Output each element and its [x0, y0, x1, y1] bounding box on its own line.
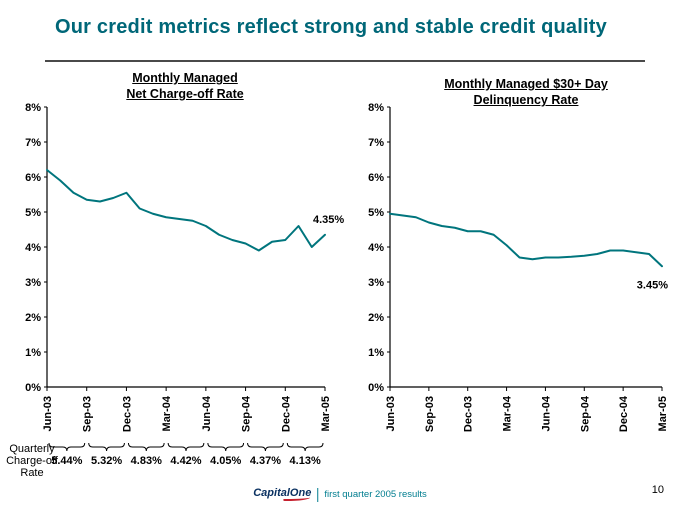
chart-title-line-2: Net Charge-off Rate [126, 87, 244, 102]
x-tick-label: Sep-04 [241, 395, 253, 432]
x-tick-label: Dec-03 [463, 396, 475, 432]
quarter-brace [207, 442, 245, 452]
quarter-brace [247, 442, 284, 452]
quarterly-rate-label: Quarterly Charge-off Rate [2, 443, 62, 479]
footer-divider [317, 487, 319, 502]
quarter-brace [88, 442, 125, 452]
end-value-label: 3.45% [637, 279, 668, 291]
footer: CapitalOne first quarter 2005 results [253, 487, 427, 502]
chart-canvas: 8% 7% 6% 5% 4% 3% 2% 1% 0%Jun-03 Sep-03 Dec-03 Mar-… [25, 102, 344, 467]
quarterly-rate-label-line-2: Charge-off [6, 455, 58, 467]
chart-title-line-1: Monthly Managed $30+ Day [444, 77, 608, 91]
y-tick-label: 0% [25, 382, 41, 394]
y-tick-label: 0% [368, 382, 384, 394]
y-tick-label: 4% [25, 242, 41, 254]
x-tick-label: Jun-04 [540, 395, 552, 431]
logo-text: CapitalOne [253, 487, 312, 499]
quarterly-value: 4.42% [170, 455, 201, 467]
x-tick-label: Mar-04 [502, 395, 514, 431]
y-tick-label: 6% [368, 172, 384, 184]
quarterly-rate-label-line-3: Rate [20, 467, 44, 479]
y-tick-label: 8% [368, 102, 384, 114]
x-tick-label: Mar-04 [161, 395, 173, 431]
net-charge-off-chart-title: Monthly Managed Net Charge-off Rate [60, 70, 310, 103]
title-divider [45, 60, 645, 62]
y-tick-label: 2% [25, 312, 41, 324]
quarter-brace [286, 442, 324, 452]
x-tick-label: Sep-03 [424, 396, 436, 432]
quarterly-value: 5.44% [51, 455, 82, 467]
x-tick-label: Dec-04 [280, 395, 292, 432]
x-tick-label: Dec-04 [618, 395, 630, 432]
quarterly-value: 4.37% [250, 455, 281, 467]
footer-caption: first quarter 2005 results [324, 489, 427, 500]
quarterly-value: 5.32% [91, 455, 122, 467]
y-tick-label: 2% [368, 312, 384, 324]
delinquency-chart-title: Monthly Managed $30+ Day Delinquency Rat… [390, 76, 662, 109]
y-tick-label: 8% [25, 102, 41, 114]
y-tick-label: 7% [368, 137, 384, 149]
x-tick-label: Sep-03 [82, 396, 94, 432]
net-charge-off-chart: 8% 7% 6% 5% 4% 3% 2% 1% 0% Jun-03 Sep-03 Dec-03 Mar-… [0, 95, 350, 473]
quarter-brace [167, 442, 205, 452]
y-tick-label: 1% [25, 347, 41, 359]
x-tick-label: Dec-03 [121, 396, 133, 432]
x-tick-label: Mar-05 [657, 396, 669, 431]
y-tick-label: 5% [368, 207, 384, 219]
x-tick-label: Jun-03 [42, 396, 54, 431]
y-tick-label: 3% [25, 277, 41, 289]
quarterly-value: 4.83% [131, 455, 162, 467]
quarterly-value: 4.05% [210, 455, 241, 467]
chart-canvas: 8% 7% 6% 5% 4% 3% 2% 1% 0%Jun-03 Sep-03 Dec-03 Mar-… [368, 102, 669, 432]
chart-title-line-2: Delinquency Rate [473, 93, 579, 108]
chart-title-line-1: Monthly Managed [132, 71, 238, 85]
quarter-brace [48, 442, 86, 452]
y-tick-label: 1% [368, 347, 384, 359]
quarterly-value: 4.13% [290, 455, 321, 467]
logo-swoosh-icon [283, 497, 311, 501]
x-tick-label: Jun-04 [201, 395, 213, 431]
y-tick-label: 5% [25, 207, 41, 219]
x-tick-label: Mar-05 [320, 396, 332, 431]
delinquency-chart: 8% 7% 6% 5% 4% 3% 2% 1% 0% Jun-03 Sep-03 Dec-03 Mar-… [345, 95, 675, 440]
capital-one-logo: CapitalOne [253, 487, 311, 502]
page-title: Our credit metrics reflect strong and st… [55, 16, 607, 38]
page-number: 10 [651, 484, 664, 496]
y-tick-label: 4% [368, 242, 384, 254]
quarter-brace [127, 442, 165, 452]
y-tick-label: 3% [368, 277, 384, 289]
quarterly-rate-label-line-1: Quarterly [9, 443, 55, 455]
end-value-label: 4.35% [313, 214, 344, 226]
x-tick-label: Jun-03 [385, 396, 397, 431]
chart-line [389, 212, 663, 268]
y-tick-label: 7% [25, 137, 41, 149]
chart-line [46, 169, 326, 252]
x-tick-label: Sep-04 [579, 395, 591, 432]
y-tick-label: 6% [25, 172, 41, 184]
